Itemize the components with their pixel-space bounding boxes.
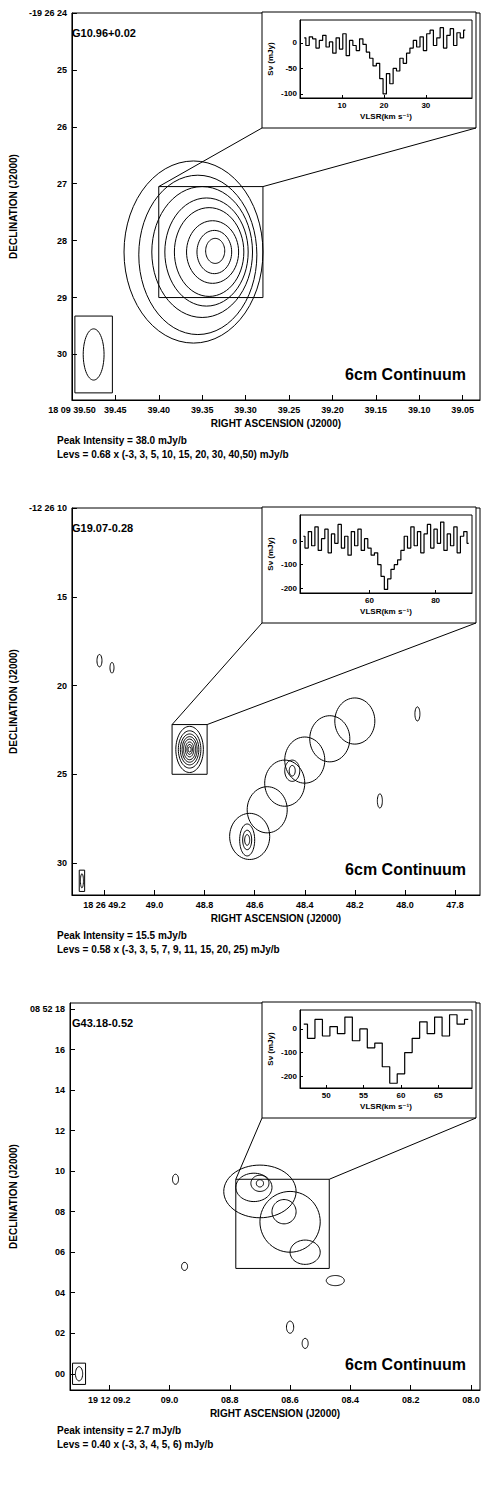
svg-text:-19 26 24: -19 26 24	[29, 8, 67, 18]
svg-text:VLSR(km s⁻¹): VLSR(km s⁻¹)	[360, 607, 412, 616]
svg-text:26: 26	[57, 122, 67, 132]
svg-text:48.8: 48.8	[196, 900, 214, 910]
svg-text:19 12 09.2: 19 12 09.2	[88, 1395, 131, 1405]
svg-text:Sν (mJy): Sν (mJy)	[266, 537, 275, 571]
svg-text:49.0: 49.0	[146, 900, 164, 910]
svg-text:80: 80	[431, 596, 440, 605]
svg-text:39.25: 39.25	[278, 405, 301, 415]
svg-text:04: 04	[55, 1288, 65, 1298]
svg-text:30: 30	[57, 858, 67, 868]
svg-text:0: 0	[293, 38, 298, 47]
svg-text:G10.96+0.02: G10.96+0.02	[72, 27, 136, 39]
svg-text:VLSR(km s⁻¹): VLSR(km s⁻¹)	[360, 112, 412, 121]
svg-text:RIGHT ASCENSION (J2000): RIGHT ASCENSION (J2000)	[211, 913, 341, 924]
svg-text:39.10: 39.10	[408, 405, 431, 415]
svg-text:RIGHT ASCENSION (J2000): RIGHT ASCENSION (J2000)	[211, 418, 341, 429]
svg-text:39.20: 39.20	[321, 405, 344, 415]
svg-text:47.8: 47.8	[446, 900, 464, 910]
svg-text:20: 20	[379, 101, 388, 110]
svg-text:06: 06	[55, 1247, 65, 1257]
svg-text:0: 0	[293, 1024, 298, 1033]
svg-text:-100: -100	[281, 89, 298, 98]
svg-text:48.0: 48.0	[396, 900, 414, 910]
svg-text:08.4: 08.4	[342, 1395, 360, 1405]
svg-text:30: 30	[57, 349, 67, 359]
svg-text:27: 27	[57, 179, 67, 189]
svg-text:29: 29	[57, 293, 67, 303]
svg-text:20: 20	[57, 681, 67, 691]
svg-text:G43.18-0.52: G43.18-0.52	[72, 1017, 133, 1029]
svg-text:6cm Continuum: 6cm Continuum	[345, 366, 466, 383]
svg-text:09.0: 09.0	[161, 1395, 179, 1405]
svg-text:39.35: 39.35	[191, 405, 214, 415]
svg-text:Levs = 0.68 x (-3, 3, 5, 10, 1: Levs = 0.68 x (-3, 3, 5, 10, 15, 20, 30,…	[57, 449, 289, 460]
svg-text:Peak Intensity = 15.5 mJy/b: Peak Intensity = 15.5 mJy/b	[57, 930, 187, 941]
svg-text:VLSR(km s⁻¹): VLSR(km s⁻¹)	[360, 1102, 412, 1111]
svg-text:48.4: 48.4	[296, 900, 314, 910]
svg-text:08.6: 08.6	[281, 1395, 299, 1405]
svg-text:08 52 18: 08 52 18	[30, 1004, 65, 1014]
svg-text:14: 14	[55, 1085, 65, 1095]
svg-text:Peak intensity = 2.7 mJy/b: Peak intensity = 2.7 mJy/b	[57, 1425, 181, 1436]
svg-text:10: 10	[55, 1166, 65, 1176]
svg-text:0: 0	[293, 537, 298, 546]
svg-text:39.40: 39.40	[147, 405, 170, 415]
svg-text:15: 15	[57, 592, 67, 602]
svg-text:Levs = 0.58 x (-3, 3, 5, 7, 9,: Levs = 0.58 x (-3, 3, 5, 7, 9, 11, 15, 2…	[57, 944, 280, 955]
svg-text:30: 30	[421, 101, 430, 110]
svg-text:16: 16	[55, 1045, 65, 1055]
svg-text:60: 60	[397, 1091, 406, 1100]
svg-text:-100: -100	[281, 1048, 298, 1057]
svg-text:Sν (mJy): Sν (mJy)	[266, 1032, 275, 1066]
svg-text:Sν (mJy): Sν (mJy)	[266, 42, 275, 76]
svg-text:-200: -200	[281, 584, 298, 593]
svg-text:08.0: 08.0	[462, 1395, 480, 1405]
svg-text:Levs = 0.40 x (-3, 3, 4, 5, 6): Levs = 0.40 x (-3, 3, 4, 5, 6) mJy/b	[57, 1439, 213, 1450]
svg-text:18 26 49.2: 18 26 49.2	[83, 900, 126, 910]
svg-text:DECLINATION (J2000): DECLINATION (J2000)	[8, 1144, 19, 1249]
svg-text:-50: -50	[285, 64, 297, 73]
svg-text:65: 65	[434, 1091, 443, 1100]
svg-text:25: 25	[57, 65, 67, 75]
svg-text:6cm Continuum: 6cm Continuum	[345, 861, 466, 878]
svg-text:50: 50	[322, 1091, 331, 1100]
svg-text:G19.07-0.28: G19.07-0.28	[72, 522, 133, 534]
svg-text:39.45: 39.45	[104, 405, 127, 415]
svg-text:-12 26 10: -12 26 10	[29, 503, 67, 513]
svg-text:39.05: 39.05	[451, 405, 474, 415]
svg-text:08: 08	[55, 1207, 65, 1217]
svg-text:DECLINATION (J2000): DECLINATION (J2000)	[8, 154, 19, 259]
svg-text:18 09 39.50: 18 09 39.50	[48, 405, 96, 415]
svg-text:25: 25	[57, 769, 67, 779]
svg-text:28: 28	[57, 236, 67, 246]
svg-text:10: 10	[337, 101, 346, 110]
svg-text:55: 55	[359, 1091, 368, 1100]
svg-text:02: 02	[55, 1328, 65, 1338]
svg-text:Peak Intensity = 38.0 mJy/b: Peak Intensity = 38.0 mJy/b	[57, 435, 187, 446]
svg-text:08.2: 08.2	[402, 1395, 420, 1405]
svg-text:DECLINATION (J2000): DECLINATION (J2000)	[8, 649, 19, 754]
svg-text:RIGHT ASCENSION (J2000): RIGHT ASCENSION (J2000)	[210, 1408, 340, 1419]
svg-text:39.30: 39.30	[234, 405, 257, 415]
svg-text:12: 12	[55, 1126, 65, 1136]
svg-text:-200: -200	[281, 1072, 298, 1081]
svg-text:39.15: 39.15	[365, 405, 388, 415]
svg-text:-100: -100	[281, 560, 298, 569]
svg-text:08.8: 08.8	[221, 1395, 239, 1405]
svg-text:48.6: 48.6	[246, 900, 264, 910]
svg-text:48.2: 48.2	[346, 900, 364, 910]
svg-text:00: 00	[55, 1369, 65, 1379]
svg-text:6cm Continuum: 6cm Continuum	[345, 1356, 466, 1373]
svg-text:60: 60	[365, 596, 374, 605]
